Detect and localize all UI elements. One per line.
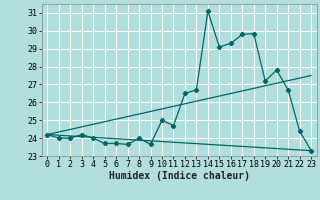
- X-axis label: Humidex (Indice chaleur): Humidex (Indice chaleur): [109, 171, 250, 181]
